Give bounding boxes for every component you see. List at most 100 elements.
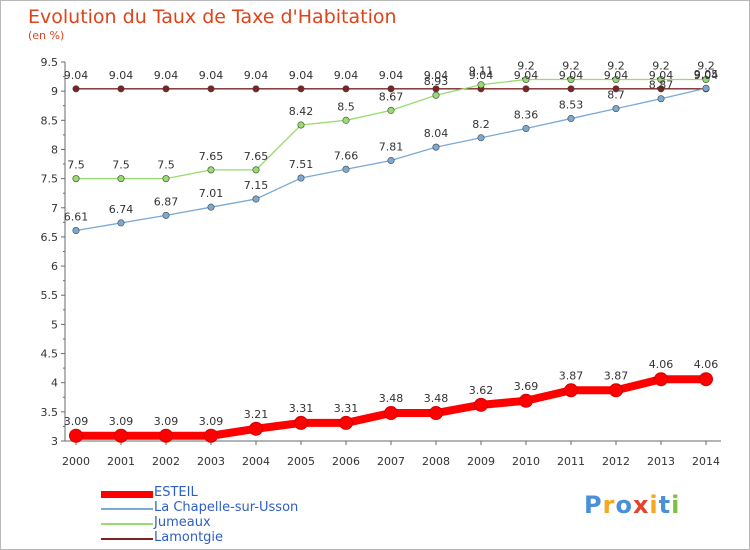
y-tick-label: 5.5 xyxy=(41,289,59,302)
y-tick-label: 6.5 xyxy=(41,231,59,244)
data-point-jumeaux xyxy=(612,75,620,83)
data-point-jumeaux xyxy=(567,75,575,83)
data-label-jumeaux: 7.5 xyxy=(67,159,85,172)
data-point-jumeaux xyxy=(702,75,710,83)
data-label-esteil: 3.31 xyxy=(334,402,359,415)
data-label-jumeaux: 9.2 xyxy=(697,59,715,72)
data-point-lamontgie xyxy=(522,85,530,93)
data-point-lamontgie xyxy=(342,85,350,93)
data-label-lamontgie: 9.04 xyxy=(154,69,179,82)
data-label-la-chapelle-sur-usson: 8.7 xyxy=(607,89,625,102)
y-tick-label: 7 xyxy=(51,202,58,215)
data-label-lamontgie: 9.04 xyxy=(559,69,584,82)
data-label-esteil: 4.06 xyxy=(649,358,674,371)
data-label-la-chapelle-sur-usson: 8.53 xyxy=(559,99,584,112)
data-label-jumeaux: 9.2 xyxy=(652,59,670,72)
data-label-esteil: 3.09 xyxy=(199,415,224,428)
x-tick-label: 2011 xyxy=(557,455,585,468)
x-tick-label: 2008 xyxy=(422,455,450,468)
x-tick-label: 2003 xyxy=(197,455,225,468)
y-tick-label: 3.5 xyxy=(41,406,59,419)
data-label-la-chapelle-sur-usson: 6.87 xyxy=(154,195,179,208)
data-point-jumeaux xyxy=(522,75,530,83)
data-label-lamontgie: 9.04 xyxy=(199,69,224,82)
y-tick-label: 6 xyxy=(51,260,58,273)
data-label-esteil: 3.62 xyxy=(469,384,494,397)
data-point-jumeaux xyxy=(252,166,260,174)
legend-swatch xyxy=(101,491,153,498)
x-tick-label: 2012 xyxy=(602,455,630,468)
data-label-la-chapelle-sur-usson: 7.51 xyxy=(289,158,314,171)
data-label-lamontgie: 9.04 xyxy=(469,69,494,82)
data-point-la-chapelle-sur-usson xyxy=(702,84,710,92)
data-point-esteil xyxy=(384,406,398,421)
chart-unit: (en %) xyxy=(28,29,65,42)
logo-letter: r xyxy=(602,491,616,519)
data-label-esteil: 3.87 xyxy=(559,369,584,382)
y-tick-label: 9 xyxy=(51,85,58,98)
y-tick-label: 7.5 xyxy=(41,173,59,186)
data-point-la-chapelle-sur-usson xyxy=(162,211,170,219)
data-point-lamontgie xyxy=(117,85,125,93)
data-label-la-chapelle-sur-usson: 9.05 xyxy=(694,68,719,81)
data-label-jumeaux: 7.5 xyxy=(157,159,175,172)
data-point-esteil xyxy=(609,383,623,398)
y-tick-label: 4.5 xyxy=(41,348,59,361)
x-tick-label: 2004 xyxy=(242,455,270,468)
data-point-jumeaux xyxy=(657,75,665,83)
data-point-la-chapelle-sur-usson xyxy=(252,195,260,203)
data-label-esteil: 3.48 xyxy=(379,392,404,405)
data-point-esteil xyxy=(249,421,263,436)
data-point-la-chapelle-sur-usson xyxy=(342,165,350,173)
data-point-lamontgie xyxy=(612,85,620,93)
data-point-la-chapelle-sur-usson xyxy=(117,219,125,227)
logo-letter: t xyxy=(658,491,672,519)
data-point-jumeaux xyxy=(162,175,170,183)
x-tick-label: 2002 xyxy=(152,455,180,468)
data-point-esteil xyxy=(429,406,443,421)
data-point-jumeaux xyxy=(342,116,350,124)
data-label-jumeaux: 8.5 xyxy=(337,100,355,113)
data-label-lamontgie: 9.04 xyxy=(334,69,359,82)
data-label-la-chapelle-sur-usson: 6.74 xyxy=(109,203,134,216)
data-point-jumeaux xyxy=(432,91,440,99)
logo-letter: P xyxy=(584,491,603,519)
x-tick-label: 2007 xyxy=(377,455,405,468)
x-tick-label: 2005 xyxy=(287,455,315,468)
data-label-la-chapelle-sur-usson: 8.2 xyxy=(472,118,490,131)
data-point-jumeaux xyxy=(72,175,80,183)
x-tick-label: 2014 xyxy=(692,455,720,468)
data-label-jumeaux: 9.2 xyxy=(517,59,535,72)
data-point-esteil xyxy=(69,428,83,443)
data-point-esteil xyxy=(519,393,533,408)
data-point-lamontgie xyxy=(387,85,395,93)
data-label-la-chapelle-sur-usson: 7.66 xyxy=(334,149,359,162)
data-label-la-chapelle-sur-usson: 7.81 xyxy=(379,141,404,154)
data-label-jumeaux: 9.2 xyxy=(607,59,625,72)
axes: 3 3.5 4 4.5 5 5.5 6 6.5 7 7.5 8 8.5 9 9.5 2000 2001 2002… xyxy=(41,56,721,468)
data-label-la-chapelle-sur-usson: 8.04 xyxy=(424,127,449,140)
data-point-esteil xyxy=(474,397,488,412)
data-label-esteil: 3.69 xyxy=(514,380,539,393)
y-tick-label: 5 xyxy=(51,318,58,331)
data-point-lamontgie xyxy=(252,85,260,93)
data-label-esteil: 4.06 xyxy=(694,358,719,371)
data-point-lamontgie xyxy=(657,85,665,93)
data-label-jumeaux: 9.11 xyxy=(469,65,494,78)
data-point-la-chapelle-sur-usson xyxy=(477,134,485,142)
data-point-jumeaux xyxy=(117,175,125,183)
data-label-jumeaux: 8.93 xyxy=(424,75,449,88)
data-point-la-chapelle-sur-usson xyxy=(72,227,80,235)
legend-swatch xyxy=(101,523,153,525)
data-label-la-chapelle-sur-usson: 8.36 xyxy=(514,108,539,121)
data-label-lamontgie: 9.04 xyxy=(514,69,539,82)
data-point-la-chapelle-sur-usson xyxy=(522,124,530,132)
legend-label: ESTEIL xyxy=(154,485,198,500)
data-label-esteil: 3.31 xyxy=(289,402,314,415)
data-label-lamontgie: 9.04 xyxy=(604,69,629,82)
data-label-lamontgie: 9.04 xyxy=(64,69,89,82)
x-tick-label: 2013 xyxy=(647,455,675,468)
data-label-la-chapelle-sur-usson: 7.15 xyxy=(244,179,269,192)
legend-swatch xyxy=(101,538,153,540)
data-point-jumeaux xyxy=(387,106,395,114)
